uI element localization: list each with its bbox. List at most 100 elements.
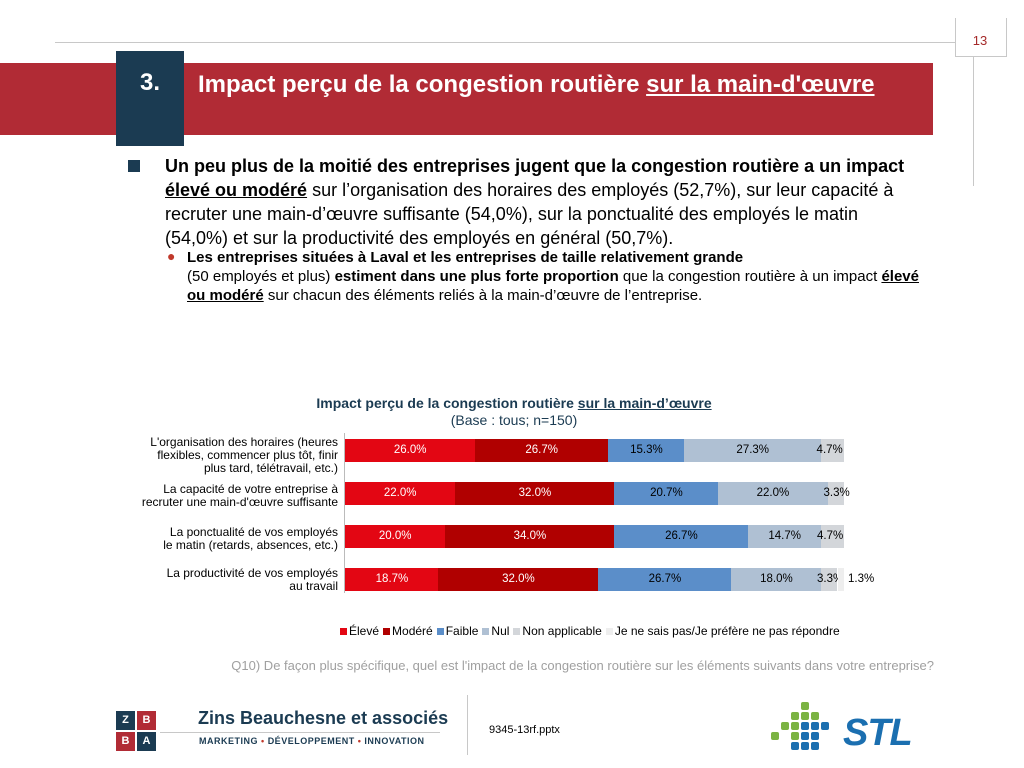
chart-axis (344, 433, 345, 593)
bar-segment (747, 525, 822, 548)
legend-swatch (605, 628, 613, 635)
data-label: 14.7% (768, 530, 801, 542)
row-label-line: au travail (289, 579, 338, 593)
row-label-line: plus tard, télétravail, etc.) (203, 461, 338, 475)
row-label-line: le matin (retards, absences, etc.) (163, 538, 338, 552)
bar-segment (821, 568, 838, 591)
title-underlined: sur la main-d'œuvre (646, 71, 875, 98)
bullet-2-bold-underlined: élevé ou modéré (187, 268, 919, 304)
bar-segment (345, 439, 475, 462)
bar-segment (821, 525, 845, 548)
bullet-2-bold1: Les entreprises situées à Laval et les e… (187, 249, 744, 266)
legend-item: Non applicable (513, 624, 602, 638)
zba-logo: Z B B A (116, 711, 156, 751)
legend-item: Je ne sais pas/Je préfère ne pas répondr… (605, 624, 840, 638)
data-label: 32.0% (518, 487, 552, 499)
row-label-line: La capacité de votre entreprise à (163, 482, 338, 496)
firm-tagline: MARKETING • DÉVELOPPEMENT • INNOVATION (199, 736, 425, 746)
data-label: 26.7% (648, 573, 682, 585)
bar-segment (438, 568, 598, 591)
bar-segment (684, 439, 821, 462)
legend-label: Élevé (349, 624, 380, 638)
logo-cell-b2: B (116, 732, 135, 751)
row-label: La capacité de votre entreprise à recrute… (100, 483, 338, 509)
bar-segment (614, 482, 718, 505)
data-label: 32.0% (502, 573, 535, 585)
chart-legend: Élevé Modéré Faible Nul Non applicable Je ne … (340, 624, 844, 638)
tag-sep-2: • (357, 736, 362, 746)
data-label: 3.3% (823, 487, 850, 499)
data-label: 20.0% (378, 530, 412, 542)
data-label: 26.0% (393, 444, 427, 456)
data-label: 27.3% (736, 444, 770, 456)
tag-sep-1: • (261, 736, 265, 746)
bullet-2-bold2: estiment dans une plus forte proportion (334, 268, 619, 285)
legend-swatch (340, 628, 347, 635)
data-label: 22.0% (756, 487, 790, 499)
legend-item: Modéré (383, 624, 433, 638)
data-label: 34.0% (513, 530, 547, 542)
legend-swatch (436, 628, 444, 635)
row-label-line: recruter une main-d'œuvre suffisante (141, 495, 338, 509)
bar-segment (827, 482, 844, 505)
data-label: 22.0% (383, 487, 417, 499)
row-label-line: flexibles, commencer plus tôt, finir (157, 448, 338, 462)
legend-label: Faible (445, 624, 479, 638)
bar-segment (717, 482, 828, 505)
bar-segment (345, 482, 455, 505)
bar-segment (454, 482, 615, 505)
right-rule (973, 56, 974, 186)
stl-logo-icon (771, 702, 829, 750)
page-number-box (955, 18, 1007, 57)
bullet-2-normal1: (50 employés et plus) (187, 268, 335, 285)
legend-swatch (383, 628, 391, 635)
legend-item: Élevé (340, 624, 379, 638)
page-number: 13 (972, 33, 988, 48)
firm-rule (160, 732, 440, 733)
bar-segment (345, 525, 445, 548)
bar-segment (820, 439, 844, 462)
bar-segment (597, 568, 732, 591)
bar-segment (614, 525, 748, 548)
square-bullet-icon (128, 160, 140, 172)
top-rule (55, 42, 955, 43)
row-label-line: L'organisation des horaires (heures (150, 435, 338, 449)
legend-item: Faible (436, 624, 479, 638)
data-label: 18.7% (375, 573, 409, 585)
data-label: 20.7% (650, 487, 683, 499)
page-title: Impact perçu de la congestion routière s… (198, 68, 918, 101)
footer-divider (467, 695, 468, 755)
round-bullet-icon: ● (167, 248, 176, 264)
section-number: 3. (116, 51, 184, 146)
bullet-2-text: Les entreprises situées à Laval et les e… (187, 248, 927, 305)
legend-label: Je ne sais pas/Je préfère ne pas répondr… (614, 624, 840, 638)
bar-segment (474, 439, 608, 462)
logo-cell-z: Z (116, 711, 135, 730)
bullet-2-normal2: que la congestion routière à un impact (618, 268, 882, 285)
data-label: 26.7% (665, 530, 698, 542)
question-text: Q10) De façon plus spécifique, quel est … (231, 658, 934, 673)
logo-cell-a: A (137, 732, 156, 751)
legend-label: Modéré (392, 624, 433, 638)
data-label: 1.3% (848, 573, 875, 585)
title-part1: Impact perçu de la congestion routière (198, 71, 647, 98)
bullet-1-bold: Un peu plus de la moitié des entreprises… (165, 156, 905, 176)
logo-cell-b1: B (137, 711, 156, 730)
data-label: 26.7% (525, 444, 558, 456)
bullet-2-normal3: sur chacun des éléments reliés à la main… (263, 287, 703, 304)
row-label: La ponctualité de vos employés le matin (… (100, 526, 338, 552)
chart-title-part1: Impact perçu de la congestion routière (316, 395, 578, 411)
file-name: 9345-13rf.pptx (489, 724, 560, 736)
data-label: 4.7% (817, 530, 844, 542)
chart-title: Impact perçu de la congestion routière s… (200, 395, 828, 411)
row-label: L'organisation des horaires (heures flexi… (100, 436, 338, 475)
bullet-1-rest: sur l’organisation des horaires des empl… (165, 180, 894, 248)
bar-segment (444, 525, 615, 548)
bar-segment (607, 439, 685, 462)
bar-segment (731, 568, 822, 591)
legend-label: Nul (491, 624, 510, 638)
row-label-line: La ponctualité de vos employés (169, 525, 338, 539)
data-label: 4.7% (816, 444, 843, 456)
bar-segment (345, 568, 439, 591)
firm-name: Zins Beauchesne et associés (198, 708, 449, 728)
